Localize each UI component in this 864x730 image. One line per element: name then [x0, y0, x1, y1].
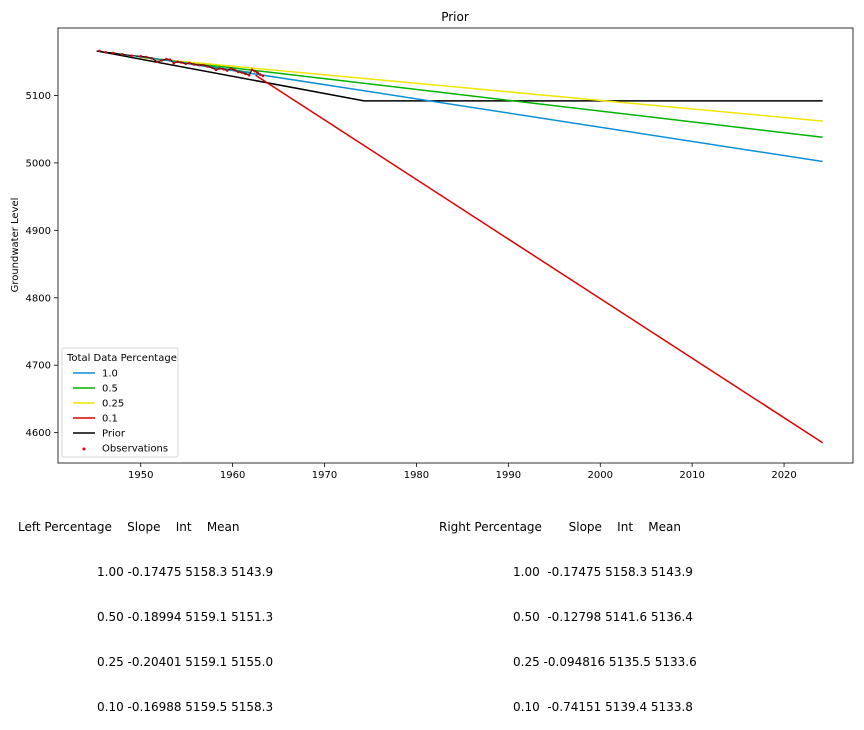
observation-point [179, 61, 183, 64]
observation-point [247, 73, 251, 77]
legend-label: Observations [102, 444, 168, 455]
right-table-header: Right Percentage Slope Int Mean [439, 520, 681, 534]
observation-point [197, 63, 200, 67]
observation-point [250, 68, 254, 72]
x-axis: 1950 1960 1970 1980 1990 2000 2010 2020 [128, 463, 797, 481]
x-tick-label: 1970 [312, 470, 337, 481]
series-line-0.25 [140, 56, 823, 122]
observation-point [253, 69, 256, 73]
observation-point [258, 73, 262, 76]
left-table-header: Left Percentage Slope Int Mean [18, 520, 240, 534]
legend-swatch [82, 447, 86, 451]
right-percentage-table: Right Percentage Slope Int Mean 1.00 -0.… [439, 490, 697, 730]
right-table-row: 1.00 -0.17475 5158.3 5143.9 [513, 565, 693, 579]
observation-point [184, 62, 188, 66]
observation-point [222, 67, 225, 71]
observation-point [218, 67, 222, 70]
observation-point [130, 54, 133, 57]
legend-label: Prior [102, 429, 126, 440]
y-axis-label: Groundwater Level [10, 198, 21, 293]
series-line-0.1 [255, 74, 824, 444]
legend: Total Data Percentage 1.0 0.5 0.25 0.1 Prior… [61, 347, 179, 458]
y-tick-label: 4900 [26, 226, 51, 237]
observation-point [104, 50, 108, 54]
observation-point [233, 68, 236, 72]
chart: Prior 1950 1960 1970 1980 1990 2000 2010 2020 4… [10, 10, 854, 481]
observation-point [165, 57, 168, 61]
left-percentage-table: Left Percentage Slope Int Mean 1.00 -0.1… [18, 490, 273, 730]
observation-point [121, 53, 124, 56]
legend-box [61, 347, 179, 458]
observation-point [201, 63, 205, 67]
observation-point [240, 71, 244, 74]
observation-point [172, 61, 176, 65]
observation-point [256, 71, 259, 74]
legend-label: 1.0 [102, 369, 118, 380]
observation-point [214, 68, 218, 72]
legend-label: 0.5 [102, 384, 118, 395]
y-tick-label: 4800 [26, 293, 51, 304]
x-tick-label: 1980 [404, 470, 429, 481]
y-tick-label: 4700 [26, 361, 51, 372]
y-axis: 4600 4700 4800 4900 5000 5100 [26, 91, 58, 439]
observation-point [98, 49, 101, 53]
right-table-row: 0.25 -0.094816 5135.5 5133.6 [513, 655, 697, 669]
observation-point [139, 55, 143, 58]
observation-point [155, 60, 159, 64]
observation-point [236, 70, 240, 74]
observation-point [211, 66, 214, 70]
legend-label: 0.1 [102, 414, 118, 425]
series-line-1.0 [140, 55, 823, 163]
observations-layer [98, 49, 265, 78]
x-tick-label: 2010 [679, 470, 704, 481]
right-table-row: 0.10 -0.74151 5139.4 5133.8 [513, 700, 693, 714]
left-table-row: 0.50 -0.18994 5159.1 5151.3 [97, 610, 274, 624]
observation-point [168, 58, 172, 61]
left-table-row: 1.00 -0.17475 5158.3 5143.9 [97, 565, 274, 579]
observation-point [144, 55, 148, 59]
observation-point [244, 72, 247, 76]
left-table-row: 0.10 -0.16988 5159.5 5158.3 [97, 700, 274, 714]
y-tick-label: 4600 [26, 428, 51, 439]
observation-point [160, 59, 164, 62]
observation-point [206, 65, 210, 68]
y-tick-label: 5100 [26, 91, 51, 102]
x-tick-label: 2000 [588, 470, 613, 481]
y-tick-label: 5000 [26, 158, 51, 169]
observation-point [225, 69, 229, 72]
legend-items: 1.0 0.5 0.25 0.1 Prior Observations [73, 369, 168, 455]
observation-point [188, 61, 191, 65]
observation-point [229, 67, 233, 70]
observation-point [150, 57, 154, 60]
x-tick-label: 1990 [496, 470, 521, 481]
observation-point [111, 51, 115, 55]
x-tick-label: 2020 [771, 470, 796, 481]
plot-area [57, 27, 854, 464]
series-line-Prior [96, 50, 823, 102]
legend-title: Total Data Percentage [66, 353, 177, 364]
right-table-row: 0.50 -0.12798 5141.6 5136.4 [513, 610, 693, 624]
left-table-row: 0.25 -0.20401 5159.1 5155.0 [97, 655, 274, 669]
observation-point [192, 63, 196, 66]
x-tick-label: 1950 [128, 470, 153, 481]
observation-point [176, 60, 179, 64]
chart-title: Prior [441, 10, 469, 24]
observation-point [261, 74, 265, 78]
legend-label: 0.25 [102, 399, 124, 410]
x-tick-label: 1960 [220, 470, 245, 481]
